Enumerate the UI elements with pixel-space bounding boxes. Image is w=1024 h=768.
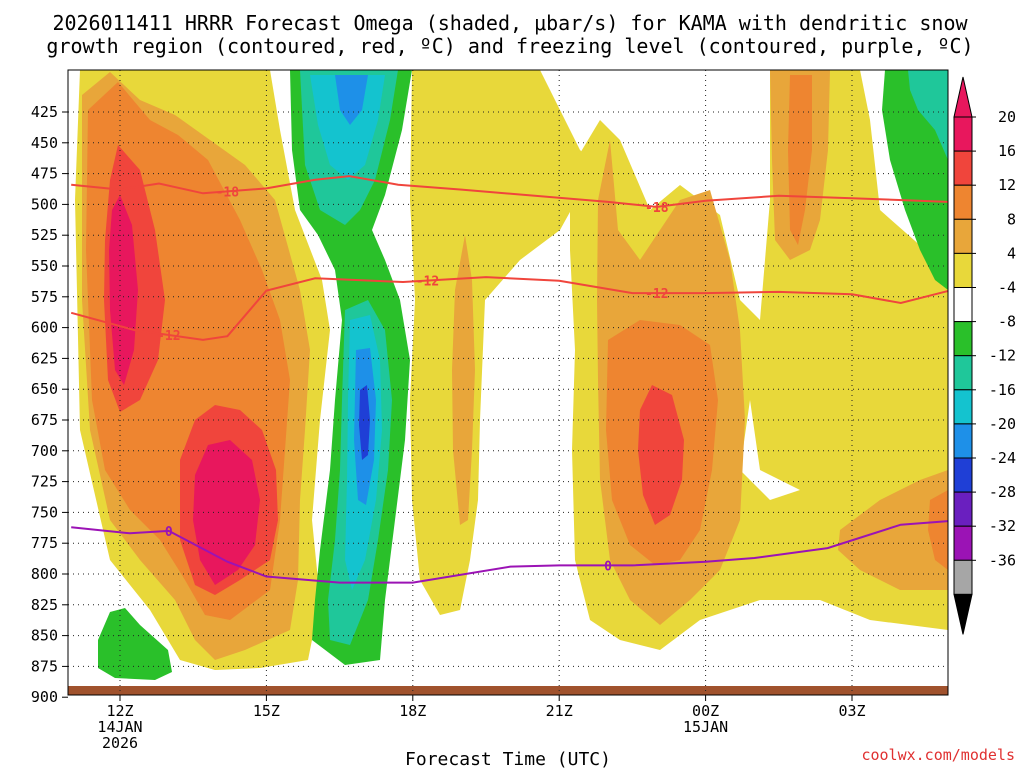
site-credit: coolwx.com/models xyxy=(861,746,1015,764)
y-tick-label: 725 xyxy=(31,473,58,491)
colorbar-label: 8 xyxy=(1007,210,1016,228)
colorbar-bin xyxy=(953,218,973,254)
colorbar-label: -36 xyxy=(989,551,1016,569)
y-axis: 425 450 475 500 525 550 575 600 625 650 675 700 725 7… xyxy=(31,103,68,706)
y-tick-label: 600 xyxy=(31,319,58,337)
plot-frame xyxy=(67,69,949,696)
colorbar-bin xyxy=(953,355,973,391)
x-tick-date: 14JAN xyxy=(97,718,142,736)
colorbar-label: 16 xyxy=(998,142,1016,160)
colorbar-label: -4 xyxy=(998,279,1016,297)
x-tick-label: 21Z xyxy=(546,702,573,720)
y-tick-label: 800 xyxy=(31,565,58,583)
colorbar-label: 12 xyxy=(998,176,1016,194)
contour-label-dgz-minus18: -18 xyxy=(216,185,240,200)
y-tick-label: 825 xyxy=(31,596,58,614)
shade-darkblue-core xyxy=(359,385,370,460)
contour-label-freezing-0: 0 xyxy=(604,559,612,574)
chart-title-line-2: growth region (contoured, red, ºC) and f… xyxy=(46,34,973,58)
colorbar-bin xyxy=(953,423,973,459)
y-tick-label: 750 xyxy=(31,503,58,521)
shade-cyan-band-upper xyxy=(310,75,385,180)
y-tick-label: 425 xyxy=(31,103,58,121)
contour-label-dgz-minus12: -12 xyxy=(416,275,439,290)
colorbar-label: -24 xyxy=(989,449,1016,467)
colorbar-bin xyxy=(953,559,973,595)
grid-vertical xyxy=(119,70,853,695)
colorbar-bottom-arrow xyxy=(953,593,973,635)
colorbar-label: -28 xyxy=(989,483,1016,501)
y-tick-label: 525 xyxy=(31,226,58,244)
colorbar-top-arrow xyxy=(953,76,973,118)
colorbar-bin xyxy=(953,150,973,186)
colorbar-label: -32 xyxy=(989,517,1016,535)
x-tick-date: 15JAN xyxy=(683,718,728,736)
y-tick-label: 475 xyxy=(31,165,58,183)
shade-lightorange-right-bottom xyxy=(838,470,948,590)
colorbar-bin xyxy=(953,287,973,323)
colorbar-label: -8 xyxy=(998,313,1016,331)
y-tick-label: 900 xyxy=(31,688,58,706)
contour-line-dgz-minus18 xyxy=(71,175,948,208)
colorbar: 20 16 12 8 4 -4 -8 -12 -16 -20 -24 -28 -32 -36 xyxy=(953,76,1016,635)
colorbar-bin xyxy=(953,184,973,220)
x-axis-label: Forecast Time (UTC) xyxy=(405,749,611,768)
shade-red-right xyxy=(638,385,684,525)
shade-orange-right-bottom xyxy=(928,490,948,570)
y-tick-label: 450 xyxy=(31,134,58,152)
contour-line-dgz-minus12 xyxy=(70,276,948,341)
x-tick-label: 18Z xyxy=(399,702,426,720)
x-tick-label: 00Z xyxy=(692,702,719,720)
colorbar-label: -20 xyxy=(989,415,1016,433)
y-tick-label: 775 xyxy=(31,534,58,552)
colorbar-label: 20 xyxy=(998,108,1016,126)
colorbar-bin xyxy=(953,252,973,288)
shade-magenta-lower xyxy=(193,440,260,585)
x-tick-label: 12Z xyxy=(106,702,133,720)
shade-lightorange-middle xyxy=(452,235,475,525)
contour-label-freezing-0: 0 xyxy=(165,525,173,540)
plot-area: -18 -18 -12 -12 -12 0 0 xyxy=(68,70,948,695)
shade-magenta-upper xyxy=(109,195,138,385)
colorbar-bin xyxy=(953,321,973,357)
contour-line-freezing-0 xyxy=(71,520,948,584)
ground-strip xyxy=(68,686,948,695)
shade-green-bottomleft xyxy=(98,608,172,680)
contour-layer: -18 -18 -12 -12 -12 0 0 xyxy=(70,175,948,584)
y-tick-label: 650 xyxy=(31,380,58,398)
x-tick-year: 2026 xyxy=(102,734,138,752)
y-tick-label: 500 xyxy=(31,195,58,213)
chart-title-line-1: 2026011411 HRRR Forecast Omega (shaded, … xyxy=(52,11,968,35)
y-tick-label: 625 xyxy=(31,349,58,367)
grid-horizontal xyxy=(68,111,948,667)
colorbar-bin xyxy=(953,389,973,425)
contour-label-dgz-minus12: -12 xyxy=(645,287,668,302)
shade-orange-right-top xyxy=(788,75,812,245)
colorbar-bin xyxy=(953,491,973,527)
y-tick-label: 550 xyxy=(31,257,58,275)
colorbar-label: -16 xyxy=(989,381,1016,399)
colorbar-bin xyxy=(953,457,973,493)
y-tick-label: 675 xyxy=(31,411,58,429)
contour-label-dgz-minus12: -12 xyxy=(157,329,180,344)
y-tick-label: 700 xyxy=(31,442,58,460)
x-tick-label: 03Z xyxy=(838,702,865,720)
contour-label-dgz-minus18: -18 xyxy=(645,201,669,216)
shade-teal-upperright xyxy=(908,70,948,160)
colorbar-bin xyxy=(953,525,973,561)
x-tick-label: 15Z xyxy=(253,702,280,720)
y-tick-label: 850 xyxy=(31,627,58,645)
colorbar-label: -12 xyxy=(989,347,1016,365)
y-tick-label: 875 xyxy=(31,657,58,675)
colorbar-label: 4 xyxy=(1007,244,1016,262)
colorbar-bin xyxy=(953,116,973,152)
y-tick-label: 575 xyxy=(31,288,58,306)
